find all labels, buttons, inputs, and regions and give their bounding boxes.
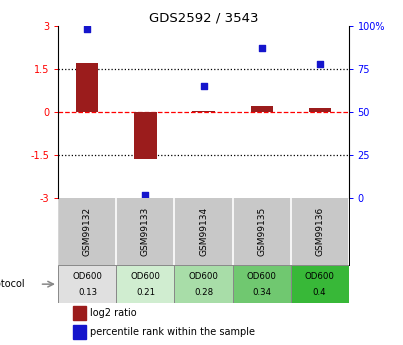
- Title: GDS2592 / 3543: GDS2592 / 3543: [149, 12, 258, 25]
- Bar: [233, 265, 291, 303]
- Text: 0.13: 0.13: [78, 288, 97, 297]
- Point: [316, 61, 323, 67]
- Text: percentile rank within the sample: percentile rank within the sample: [90, 327, 256, 337]
- Bar: [135, 112, 156, 159]
- Bar: [291, 265, 349, 303]
- Bar: [77, 63, 98, 112]
- Text: growth protocol: growth protocol: [0, 279, 25, 289]
- Text: OD600: OD600: [189, 272, 218, 281]
- Bar: [174, 265, 233, 303]
- Text: GSM99134: GSM99134: [199, 207, 208, 256]
- Text: OD600: OD600: [73, 272, 102, 281]
- Point: [142, 192, 149, 197]
- Text: GSM99136: GSM99136: [315, 207, 324, 256]
- Text: 0.34: 0.34: [252, 288, 271, 297]
- Point: [258, 46, 265, 51]
- Text: 0.28: 0.28: [194, 288, 213, 297]
- Bar: [73, 306, 86, 320]
- Bar: [58, 265, 116, 303]
- Text: GSM99135: GSM99135: [257, 207, 266, 256]
- Point: [200, 83, 207, 89]
- Text: 0.4: 0.4: [313, 288, 326, 297]
- Bar: [309, 108, 330, 112]
- Text: log2 ratio: log2 ratio: [90, 308, 137, 318]
- Bar: [73, 325, 86, 339]
- Text: OD600: OD600: [247, 272, 276, 281]
- Bar: [251, 106, 272, 112]
- Text: OD600: OD600: [305, 272, 334, 281]
- Point: [84, 27, 91, 32]
- Text: OD600: OD600: [131, 272, 160, 281]
- Text: GSM99132: GSM99132: [83, 207, 92, 256]
- Text: GSM99133: GSM99133: [141, 207, 150, 256]
- Bar: [116, 265, 174, 303]
- Bar: [193, 110, 214, 112]
- Text: 0.21: 0.21: [136, 288, 155, 297]
